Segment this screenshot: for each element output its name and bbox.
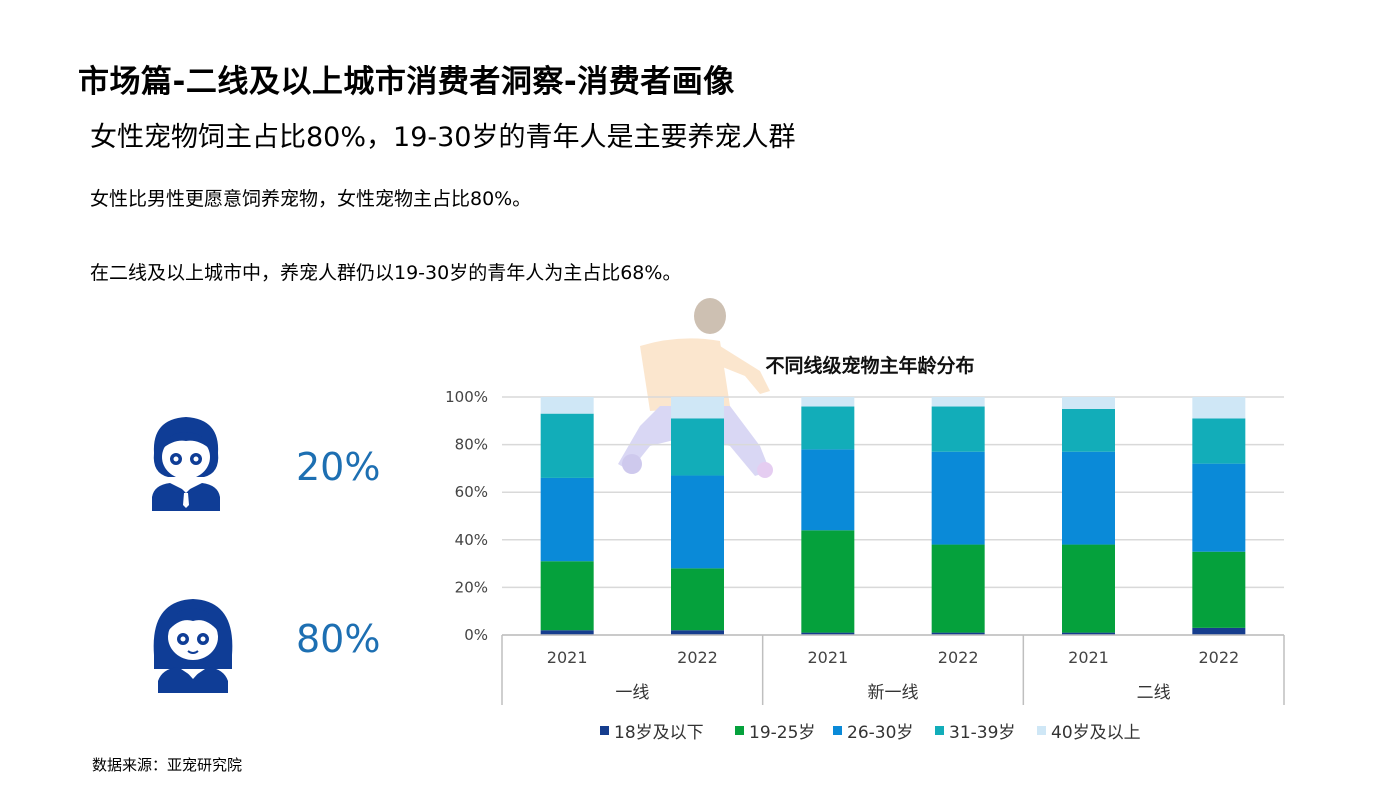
x-tick-label: 2021 — [807, 648, 848, 667]
bar-segment — [671, 418, 724, 476]
x-tick-label: 2021 — [1068, 648, 1109, 667]
page-title: 市场篇-二线及以上城市消费者洞察-消费者画像 — [78, 64, 735, 100]
x-group-label: 一线 — [615, 683, 649, 703]
bar-segment — [1192, 397, 1246, 419]
legend-swatch — [600, 726, 609, 735]
male-percentage: 20% — [296, 445, 381, 489]
x-tick-label: 2022 — [677, 648, 718, 667]
female-user-icon — [153, 599, 233, 693]
bar-segment — [801, 449, 855, 531]
female-percentage: 80% — [296, 617, 381, 661]
bar-segment — [1192, 463, 1246, 552]
bar-segment — [931, 406, 985, 452]
bar-segment — [671, 397, 724, 419]
bar-segment — [1062, 632, 1115, 635]
legend-label: 18岁及以下 — [614, 723, 704, 743]
bar-segment — [1062, 451, 1115, 545]
chart-title: 不同线级宠物主年龄分布 — [765, 354, 974, 377]
x-group-label: 二线 — [1137, 683, 1171, 703]
y-tick-label: 60% — [455, 483, 488, 501]
bar-segment — [931, 544, 985, 633]
running-person-decoration — [618, 298, 773, 478]
x-group-label: 新一线 — [868, 683, 919, 703]
legend-swatch — [935, 726, 944, 735]
data-source: 数据来源：亚宠研究院 — [92, 756, 243, 774]
x-tick-label: 2022 — [1198, 648, 1239, 667]
y-tick-label: 40% — [455, 531, 488, 549]
legend-label: 26-30岁 — [847, 723, 913, 743]
legend-swatch — [1037, 726, 1046, 735]
bar-segment — [801, 530, 855, 633]
bar-segment — [1062, 408, 1115, 452]
bar-segment — [671, 568, 724, 631]
legend-swatch — [833, 726, 842, 735]
y-tick-label: 0% — [464, 626, 488, 644]
bar-segment — [931, 397, 985, 407]
y-tick-label: 100% — [445, 388, 488, 406]
bar-segment — [801, 406, 855, 450]
bar-segment — [801, 632, 855, 635]
paragraph-age: 在二线及以上城市中，养宠人群仍以19-30岁的青年人为主占比68%。 — [90, 262, 682, 284]
bar-segment — [540, 630, 594, 635]
bar-segment — [801, 397, 855, 407]
male-user-icon — [152, 417, 220, 511]
bar-segment — [931, 632, 985, 635]
bar-segment — [540, 477, 594, 562]
bar-segment — [671, 475, 724, 569]
x-tick-label: 2022 — [938, 648, 979, 667]
legend-label: 40岁及以上 — [1051, 723, 1141, 743]
y-tick-label: 20% — [455, 578, 488, 596]
legend-label: 19-25岁 — [749, 723, 815, 743]
page-subtitle: 女性宠物饲主占比80%，19-30岁的青年人是主要养宠人群 — [90, 122, 796, 153]
bar-segment — [671, 630, 724, 635]
y-tick-label: 80% — [455, 436, 488, 454]
bar-segment — [540, 561, 594, 631]
bar-segment — [540, 413, 594, 478]
bar-segment — [931, 451, 985, 545]
bar-segment — [1062, 397, 1115, 409]
bar-segment — [1192, 551, 1246, 628]
bar-segment — [1062, 544, 1115, 633]
bar-segment — [1192, 418, 1246, 464]
paragraph-gender: 女性比男性更愿意饲养宠物，女性宠物主占比80%。 — [90, 188, 532, 210]
legend-label: 31-39岁 — [949, 723, 1015, 743]
legend-swatch — [735, 726, 744, 735]
x-tick-label: 2021 — [547, 648, 588, 667]
bar-segment — [540, 397, 594, 414]
bar-segment — [1192, 627, 1246, 635]
